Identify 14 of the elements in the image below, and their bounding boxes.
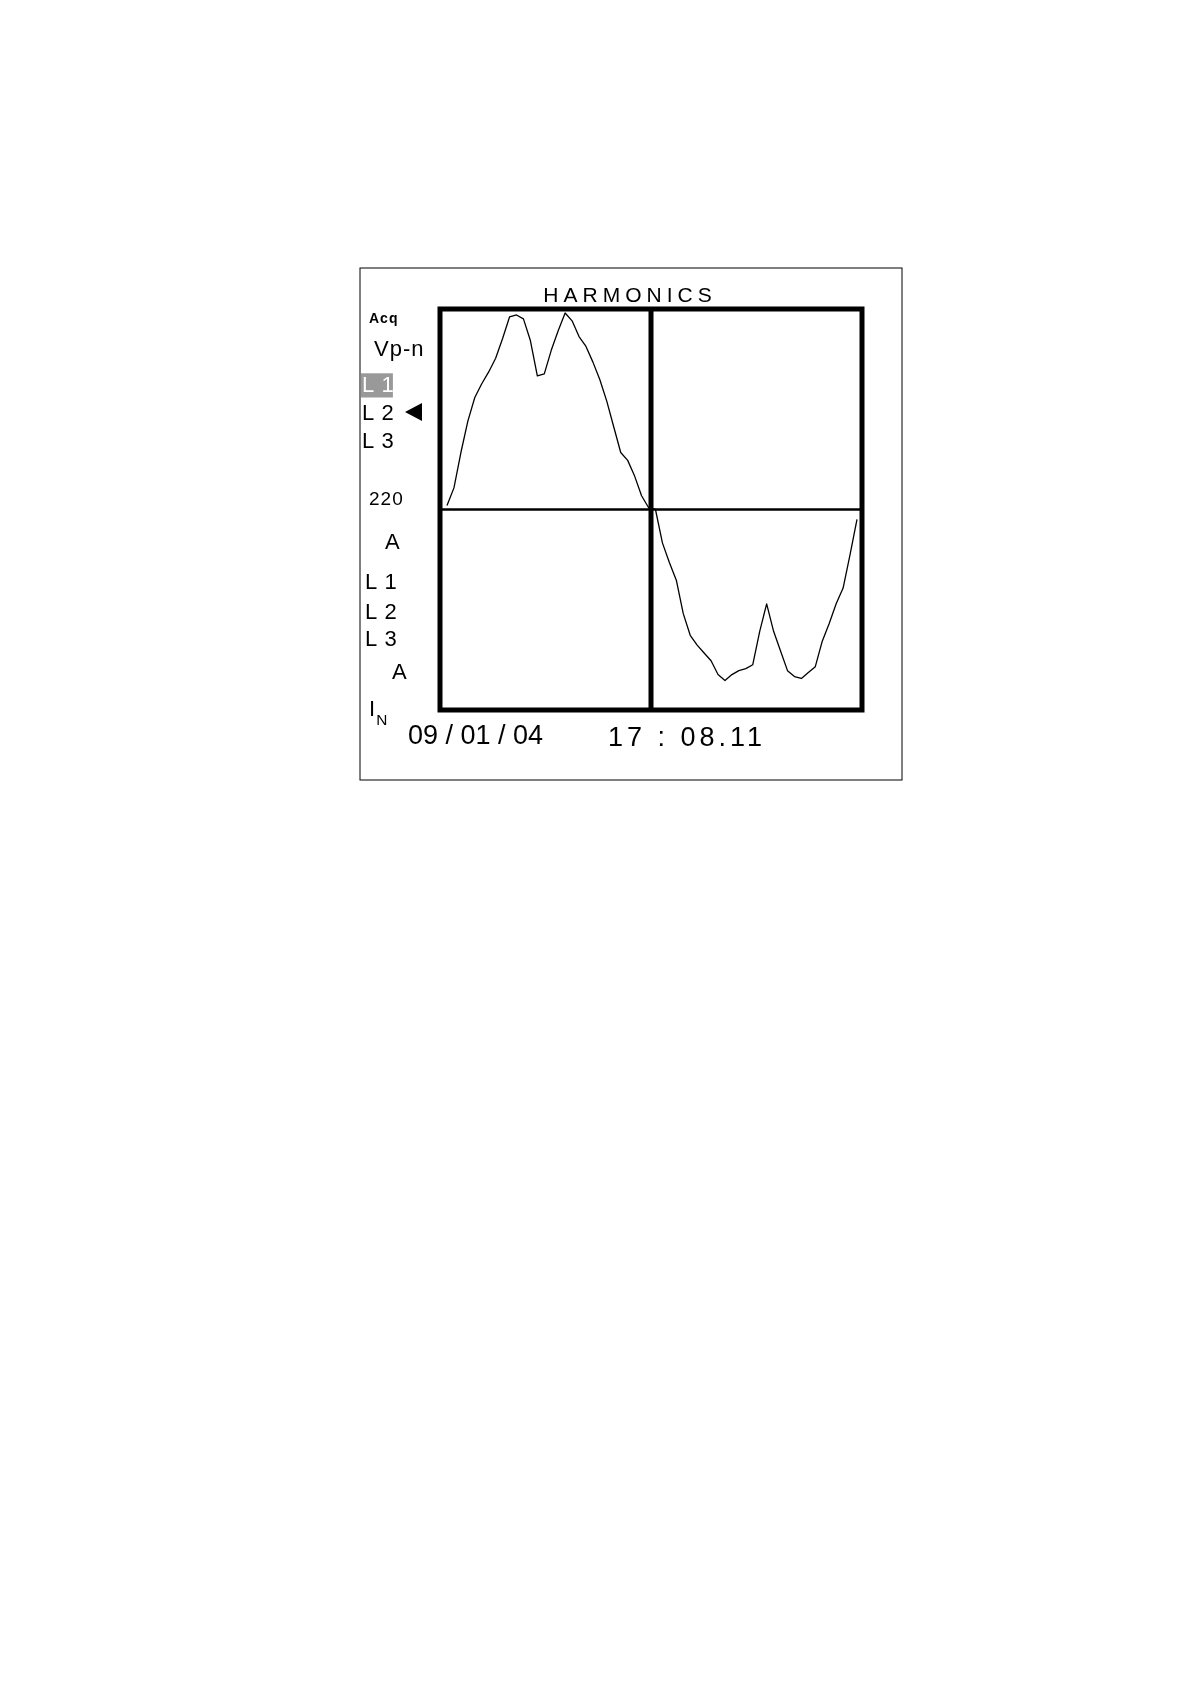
text: Vp-n <box>374 336 425 361</box>
text: A <box>392 659 408 684</box>
text: Acq <box>369 310 399 326</box>
text: 220 <box>369 488 404 509</box>
text: 09 / 01 / 04 <box>408 720 544 750</box>
text: L 2 <box>365 599 398 624</box>
text: A <box>385 529 401 554</box>
text: L 1 <box>365 569 398 594</box>
text: L 2 <box>362 400 395 425</box>
text: 17 : 08.11 <box>608 722 767 752</box>
chart-title: HARMONICS <box>543 283 717 306</box>
text: L 3 <box>365 626 398 651</box>
text: L 3 <box>362 428 395 453</box>
text: I$_{N}$ <box>369 696 389 728</box>
